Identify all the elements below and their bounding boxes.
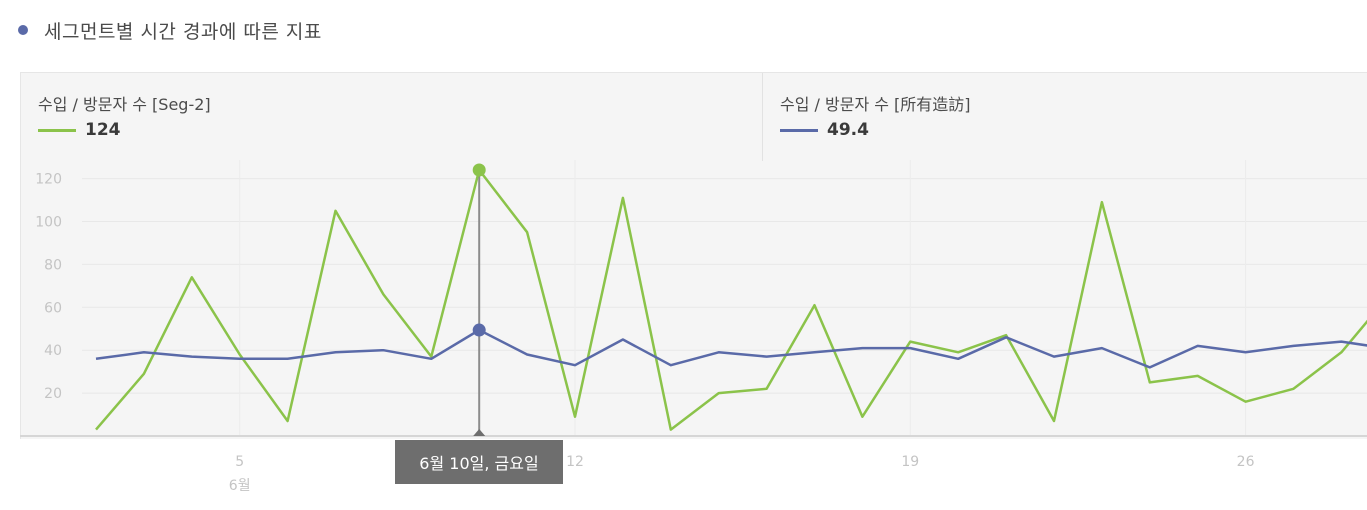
tooltip-text: 6월 10일, 금요일: [419, 454, 539, 473]
legend-value: 124: [85, 120, 121, 140]
legend-swatch: [780, 129, 818, 132]
legend-label: 수입 / 방문자 수 [Seg-2]: [38, 95, 211, 114]
hover-marker-arrow: [473, 429, 486, 436]
panel-status-dot: [18, 25, 28, 35]
chart-area[interactable]: 수입 / 방문자 수 [Seg-2] 124 수입 / 방문자 수 [所有造訪]…: [20, 72, 1367, 439]
y-tick-label: 100: [35, 215, 62, 231]
series-point-2: [472, 323, 486, 337]
y-tick-label: 40: [44, 343, 62, 359]
series-line-1: [95, 168, 1367, 431]
y-tick-label: 60: [44, 300, 62, 316]
panel-header: 세그먼트별 시간 경과에 따른 지표: [18, 14, 322, 46]
x-tick-label: 26: [1237, 454, 1255, 470]
x-tick-label: 5: [235, 454, 244, 470]
legend-item-all-visits[interactable]: 수입 / 방문자 수 [所有造訪] 49.4: [763, 73, 1367, 161]
legend-item-seg2[interactable]: 수입 / 방문자 수 [Seg-2] 124: [21, 73, 763, 161]
legend-label: 수입 / 방문자 수 [所有造訪]: [780, 95, 971, 114]
legend-value: 49.4: [827, 120, 869, 140]
panel-title: 세그먼트별 시간 경과에 따른 지표: [44, 20, 322, 43]
y-tick-label: 80: [44, 257, 62, 273]
y-tick-label: 20: [44, 386, 62, 402]
series-line-2: [95, 328, 1367, 369]
x-tick-sublabel: 6월: [229, 478, 251, 494]
y-tick-label: 120: [35, 172, 62, 188]
legend-swatch: [38, 129, 76, 132]
x-tick-label: 19: [901, 454, 919, 470]
date-tooltip: 6월 10일, 금요일: [395, 440, 563, 484]
x-tick-label: 12: [566, 454, 584, 470]
series-point-1: [472, 163, 486, 177]
